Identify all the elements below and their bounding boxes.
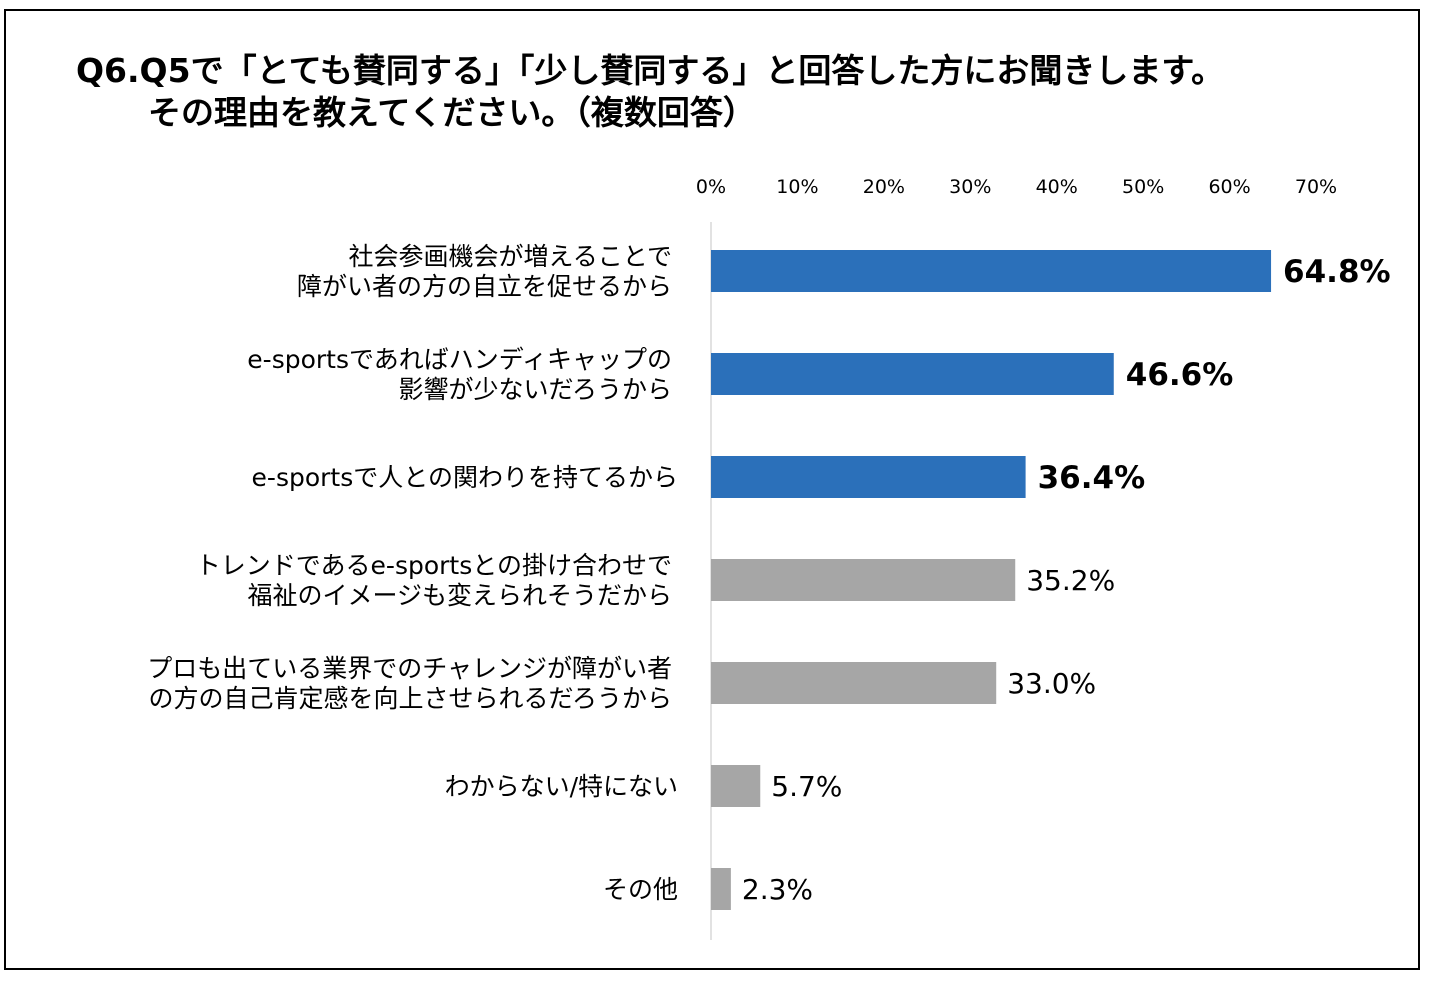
category-label: わからない/特にない bbox=[445, 772, 678, 801]
x-tick-label: 70% bbox=[1295, 176, 1337, 198]
category-label: e-sportsであればハンディキャップの bbox=[247, 345, 672, 374]
x-tick-label: 0% bbox=[696, 176, 726, 198]
bar bbox=[711, 868, 731, 910]
bar-value-label: 5.7% bbox=[771, 770, 842, 803]
category-label: プロも出ている業界でのチャレンジが障がい者 bbox=[147, 654, 672, 683]
category-label: トレンドであるe-sportsとの掛け合わせで bbox=[196, 551, 672, 580]
category-label: の方の自己肯定感を向上させられるだろうから bbox=[148, 684, 672, 713]
chart-frame bbox=[4, 9, 1420, 970]
bar-value-label: 2.3% bbox=[742, 873, 813, 906]
bars bbox=[711, 250, 1272, 910]
bar-value-label: 64.8% bbox=[1283, 254, 1391, 290]
x-tick-label: 20% bbox=[863, 176, 905, 198]
bar-value-label: 36.4% bbox=[1038, 460, 1146, 496]
bar-value-label: 46.6% bbox=[1126, 357, 1234, 393]
value-labels: 64.8% 46.6% 36.4% 35.2% 33.0% 5.7% 2.3% bbox=[742, 254, 1391, 906]
category-label: e-sportsで人との関わりを持てるから bbox=[252, 463, 678, 492]
bar bbox=[711, 456, 1026, 498]
bar bbox=[711, 250, 1272, 292]
chart-title-line-1: Q6.Q5で「とても賛同する」「少し賛同する」と回答した方にお聞きします。 bbox=[76, 51, 1225, 90]
category-label: 障がい者の方の自立を促せるから bbox=[297, 272, 672, 301]
x-tick-label: 40% bbox=[1036, 176, 1078, 198]
category-label: 福祉のイメージも変えられそうだから bbox=[247, 581, 672, 610]
bar bbox=[711, 559, 1016, 601]
chart-title-line-2: その理由を教えてください。（複数回答） bbox=[148, 93, 756, 132]
x-tick-label: 50% bbox=[1122, 176, 1164, 198]
category-label: 社会参画機会が増えることで bbox=[348, 242, 672, 271]
category-label: その他 bbox=[603, 875, 678, 904]
x-tick-label: 30% bbox=[949, 176, 991, 198]
bar-value-label: 33.0% bbox=[1007, 667, 1096, 700]
bar bbox=[711, 353, 1114, 395]
bar-value-label: 35.2% bbox=[1026, 564, 1115, 597]
bar bbox=[711, 662, 997, 704]
bar bbox=[711, 765, 761, 807]
x-axis-ticks: 0% 10% 20% 30% 40% 50% 60% 70% bbox=[696, 176, 1337, 198]
x-tick-label: 10% bbox=[776, 176, 818, 198]
chart-title: Q6.Q5で「とても賛同する」「少し賛同する」と回答した方にお聞きします。 その… bbox=[76, 50, 1224, 134]
category-label: 影響が少ないだろうから bbox=[398, 375, 672, 404]
x-tick-label: 60% bbox=[1208, 176, 1250, 198]
